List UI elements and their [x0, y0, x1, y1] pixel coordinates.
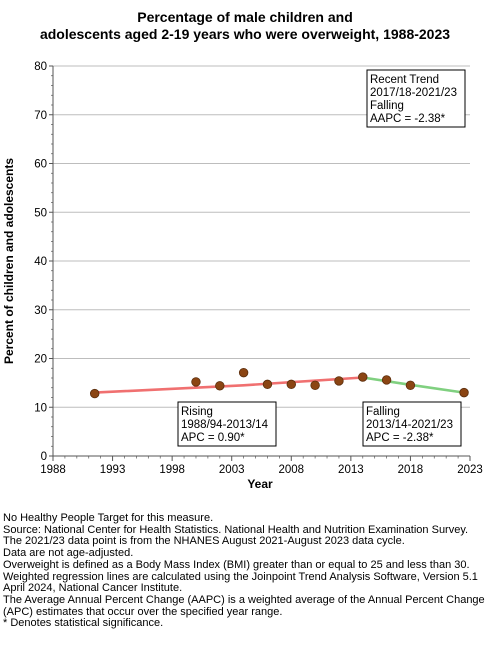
y-tick-label: 0	[41, 451, 47, 463]
data-point	[310, 380, 320, 391]
chart-title-line-2: adolescents aged 2-19 years who were ove…	[40, 26, 450, 42]
y-tick-label: 80	[34, 61, 47, 73]
footnote: Overweight is defined as a Body Mass Ind…	[3, 558, 470, 571]
data-point	[405, 380, 416, 391]
annotation-box	[177, 401, 277, 447]
footnote: Weighted regression lines are calculated…	[3, 570, 481, 595]
footnote: The Average Annual Percent Change (AAPC)…	[3, 593, 488, 618]
data-point	[334, 376, 344, 386]
y-axis-label: Percent of children and adolescents	[2, 158, 16, 364]
x-tick-label: 2023	[457, 464, 483, 476]
annotation-text: AAPC = -2.38*	[370, 113, 446, 125]
annotation-box	[366, 69, 466, 128]
footnote: The 2021/23 data point is from the NHANE…	[3, 535, 405, 548]
annotation-box	[362, 401, 462, 447]
x-axis-label: Year	[247, 477, 273, 491]
data-point	[215, 381, 225, 391]
y-tick-label: 10	[34, 402, 47, 414]
data-point	[459, 387, 469, 398]
annotation-text: Recent Trend	[370, 74, 439, 86]
y-tick-label: 40	[34, 256, 47, 268]
data-point	[238, 367, 249, 378]
annotation-text: APC = 0.90*	[181, 432, 245, 444]
y-tick-label: 70	[34, 110, 47, 122]
y-tick-label: 30	[34, 305, 47, 317]
y-tick-label: 50	[34, 207, 47, 219]
trend-line	[94, 376, 363, 394]
data-point	[262, 379, 273, 390]
data-point	[286, 379, 296, 390]
annotation-text: 2013/14-2021/23	[366, 419, 453, 431]
annotation-text: 1988/94-2013/14	[181, 419, 269, 431]
annotation-text: APC = -2.38*	[366, 432, 434, 444]
annotation-text: 2017/18-2021/23	[370, 87, 457, 99]
x-tick-label: 2013	[338, 464, 364, 476]
footnote: No Healthy People Target for this measur…	[3, 512, 214, 524]
x-tick-label: 2003	[219, 464, 245, 476]
annotation-text: Falling	[366, 406, 400, 418]
chart: Percentage of male children and adolesce…	[2, 9, 483, 491]
footnotes: No Healthy People Target for this measur…	[3, 512, 489, 630]
footnote: * Denotes statistical significance.	[3, 617, 164, 630]
data-point	[358, 372, 368, 382]
y-tick-label: 20	[34, 354, 47, 366]
x-tick-label: 1993	[100, 464, 126, 476]
x-tick-label: 1988	[40, 464, 66, 476]
y-tick-label: 60	[34, 159, 47, 171]
chart-title-line-1: Percentage of male children and	[137, 9, 353, 25]
x-tick-label: 1998	[159, 464, 185, 476]
x-tick-label: 2018	[398, 464, 424, 476]
footnote: Source: National Center for Health Stati…	[3, 523, 469, 536]
annotation-text: Falling	[370, 100, 404, 112]
data-point	[191, 377, 201, 387]
data-point	[89, 388, 100, 399]
x-tick-label: 2008	[278, 464, 304, 476]
footnote: Data are not age-adjusted.	[3, 547, 134, 560]
annotation-text: Rising	[181, 406, 213, 418]
data-point	[381, 375, 392, 385]
